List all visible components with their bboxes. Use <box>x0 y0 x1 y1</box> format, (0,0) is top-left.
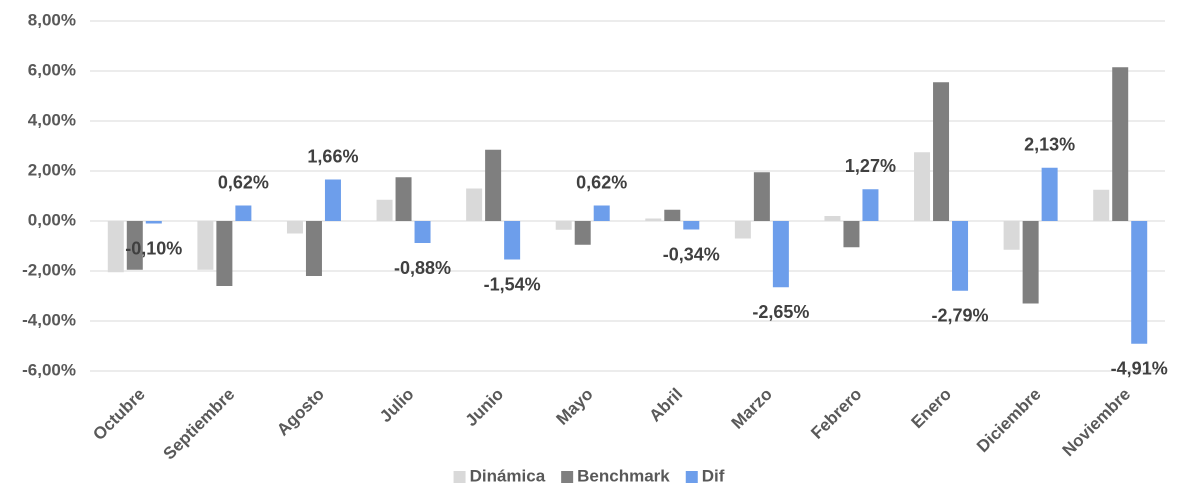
bar <box>753 172 770 221</box>
bar <box>1003 221 1020 250</box>
bar <box>664 209 681 221</box>
bar <box>574 221 591 245</box>
bar <box>1022 221 1039 304</box>
data-label: 0,62% <box>576 172 627 192</box>
bar <box>216 221 233 286</box>
legend: Dinámica Benchmark Dif <box>453 466 725 485</box>
bar <box>1041 167 1058 221</box>
bar <box>107 221 124 273</box>
data-label: 2,13% <box>1024 135 1075 155</box>
bar <box>376 199 393 221</box>
bar <box>235 205 252 221</box>
data-label: -0,88% <box>394 258 451 278</box>
bar <box>197 221 214 270</box>
bar <box>593 205 610 221</box>
x-tick-label: Noviembre <box>1059 385 1135 461</box>
bar <box>683 221 700 230</box>
x-tick-label: Mayo <box>553 385 597 429</box>
data-label: -4,91% <box>1111 359 1168 379</box>
bar <box>286 221 303 234</box>
y-tick-label: 0,00% <box>28 210 76 229</box>
x-tick-label: Octubre <box>89 385 149 445</box>
x-tick-label: Abril <box>645 385 686 426</box>
data-label: -0,10% <box>125 238 182 258</box>
bar <box>843 221 860 248</box>
bar <box>414 221 431 243</box>
x-tick-label: Diciembre <box>973 385 1045 457</box>
data-label: 1,66% <box>307 146 358 166</box>
bar <box>466 188 483 221</box>
x-tick-label: Junio <box>462 385 507 430</box>
legend-swatch <box>685 471 698 483</box>
data-label: -2,79% <box>932 306 989 326</box>
x-tick-label: Agosto <box>273 385 328 440</box>
bar <box>645 218 662 221</box>
data-label: 1,27% <box>845 156 896 176</box>
bar <box>555 221 572 230</box>
legend-label: Benchmark <box>577 466 670 485</box>
bar <box>1093 189 1110 221</box>
bar <box>824 216 841 221</box>
y-tick-label: -4,00% <box>22 310 76 329</box>
bar <box>914 152 931 221</box>
data-label: -2,65% <box>752 302 809 322</box>
bar <box>504 221 521 260</box>
x-tick-label: Septiembre <box>159 385 238 464</box>
bar <box>734 221 751 239</box>
bar <box>1131 221 1148 344</box>
bar <box>126 221 143 270</box>
y-tick-label: 4,00% <box>28 110 76 129</box>
x-tick-label: Febrero <box>807 385 865 443</box>
y-tick-label: 8,00% <box>28 10 76 29</box>
bar <box>305 221 322 276</box>
bar <box>1112 67 1129 221</box>
x-tick-label: Julio <box>376 385 417 426</box>
bar <box>862 189 879 221</box>
bar <box>772 221 789 288</box>
y-tick-label: 6,00% <box>28 60 76 79</box>
x-tick-label: Enero <box>908 385 956 433</box>
y-tick-label: -6,00% <box>22 360 76 379</box>
data-label: 0,62% <box>218 172 269 192</box>
bar <box>952 221 969 291</box>
legend-label: Dinámica <box>470 466 546 485</box>
legend-label: Dif <box>702 466 725 485</box>
y-tick-label: -2,00% <box>22 260 76 279</box>
data-label: -1,54% <box>484 274 541 294</box>
bar <box>145 221 162 224</box>
x-tick-label: Marzo <box>728 385 776 433</box>
data-label: -0,34% <box>663 244 720 264</box>
bar <box>485 149 502 221</box>
y-tick-label: 2,00% <box>28 160 76 179</box>
legend-swatch <box>561 471 574 483</box>
legend-swatch <box>453 471 466 483</box>
bar <box>324 179 341 221</box>
bar <box>395 177 412 221</box>
bar <box>933 82 950 221</box>
